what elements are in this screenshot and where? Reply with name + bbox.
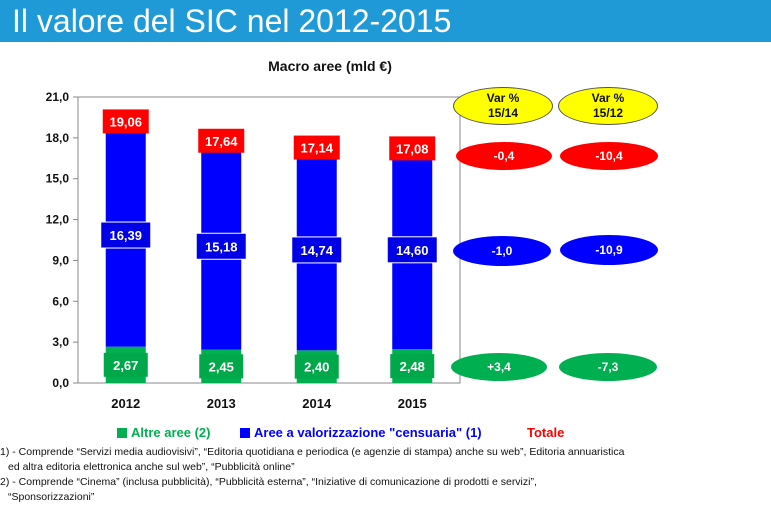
var-total-15-12: -10,4 — [560, 142, 658, 170]
x-tick-label-2014: 2014 — [302, 396, 332, 411]
altre-label-box-2013 — [199, 354, 244, 379]
total-label-2015: 17,08 — [396, 141, 429, 156]
total-label-2013: 17,64 — [205, 134, 238, 149]
y-tick-label: 9,0 — [52, 253, 69, 267]
var-header-15-14: Var % 15/14 — [453, 87, 553, 125]
altre-label-2015: 2,48 — [400, 359, 425, 374]
var-censuaria-15-12: -10,9 — [560, 235, 658, 265]
footnote-line: 1) - Comprende “Servizi media audiovisiv… — [0, 446, 625, 458]
altre-label-box-2012 — [103, 352, 148, 377]
header-bar: Il valore del SIC nel 2012-2015 — [0, 0, 771, 42]
var-header-line1: Var % — [486, 91, 520, 105]
footnote-line: 2) - Comprende “Cinema” (inclusa pubblic… — [0, 476, 537, 488]
legend-label-censuaria: Aree a valorizzazione "censuaria" (1) — [254, 425, 482, 440]
legend-label-totale: Totale — [527, 425, 565, 440]
censuaria-label-box-2013 — [195, 232, 247, 260]
y-tick-label: 21,0 — [46, 90, 70, 104]
legend-swatch-blue — [240, 427, 250, 438]
legend-totale: Totale — [527, 425, 564, 440]
legend-altre: Altre aree (2) — [117, 425, 210, 440]
footnote-line: “Sponsorizzazioni” — [8, 491, 95, 503]
altre-label-2012: 2,67 — [113, 358, 138, 373]
plot-area-frame — [77, 96, 461, 384]
altre-label-2013: 2,45 — [209, 359, 234, 374]
censuaria-label-2013: 15,18 — [205, 239, 238, 254]
var-altre-15-12: -7,3 — [559, 353, 657, 381]
censuaria-label-2015: 14,60 — [396, 243, 429, 258]
footnote-line: ed altra editoria elettronica anche sul … — [8, 461, 295, 473]
total-label-box-2013 — [198, 128, 245, 153]
var-header-line2: 15/12 — [592, 106, 623, 120]
y-tick-label: 15,0 — [46, 172, 70, 186]
x-tick-label-2013: 2013 — [207, 396, 236, 411]
var-header-line2: 15/14 — [487, 106, 518, 120]
total-label-box-2015 — [389, 136, 436, 161]
total-label-box-2012 — [102, 109, 149, 134]
total-label-box-2014 — [293, 135, 340, 160]
censuaria-label-2012: 16,39 — [109, 228, 142, 243]
y-tick-label: 3,0 — [52, 335, 69, 349]
chart-title: Macro aree (mld €) — [268, 58, 392, 74]
y-tick-label: 18,0 — [46, 131, 70, 145]
x-tick-label-2015: 2015 — [398, 396, 427, 411]
y-tick-label: 6,0 — [52, 294, 69, 308]
var-censuaria-15-14: -1,0 — [453, 236, 551, 266]
x-tick-label-2012: 2012 — [111, 396, 140, 411]
var-header-15-12: Var % 15/12 — [558, 87, 658, 125]
y-tick-label: 12,0 — [46, 213, 70, 227]
stacked-bar-chart: 0,0 3,0 6,0 9,0 12,0 15,0 18,0 21,0 19,06 16,39 2,… — [46, 90, 461, 411]
censuaria-label-box-2012 — [100, 221, 152, 249]
altre-label-box-2015 — [390, 354, 435, 379]
legend-swatch-green — [117, 427, 127, 438]
y-tick-label: 0,0 — [52, 376, 69, 390]
total-label-2012: 19,06 — [109, 114, 142, 129]
page-title: Il valore del SIC nel 2012-2015 — [12, 3, 452, 39]
altre-label-box-2014 — [294, 354, 339, 379]
footnotes: 1) - Comprende “Servizi media audiovisiv… — [0, 445, 771, 505]
censuaria-label-2014: 14,74 — [300, 243, 333, 258]
altre-label-2014: 2,40 — [304, 360, 329, 375]
var-header-line1: Var % — [591, 91, 625, 105]
legend-label-altre: Altre aree (2) — [131, 425, 211, 440]
legend-censuaria: Aree a valorizzazione "censuaria" (1) — [240, 425, 482, 440]
censuaria-label-box-2015 — [386, 236, 438, 264]
total-label-2014: 17,14 — [300, 141, 333, 156]
var-altre-15-14: +3,4 — [451, 353, 547, 381]
var-total-15-14: -0,4 — [456, 142, 552, 170]
censuaria-label-box-2014 — [291, 236, 343, 264]
